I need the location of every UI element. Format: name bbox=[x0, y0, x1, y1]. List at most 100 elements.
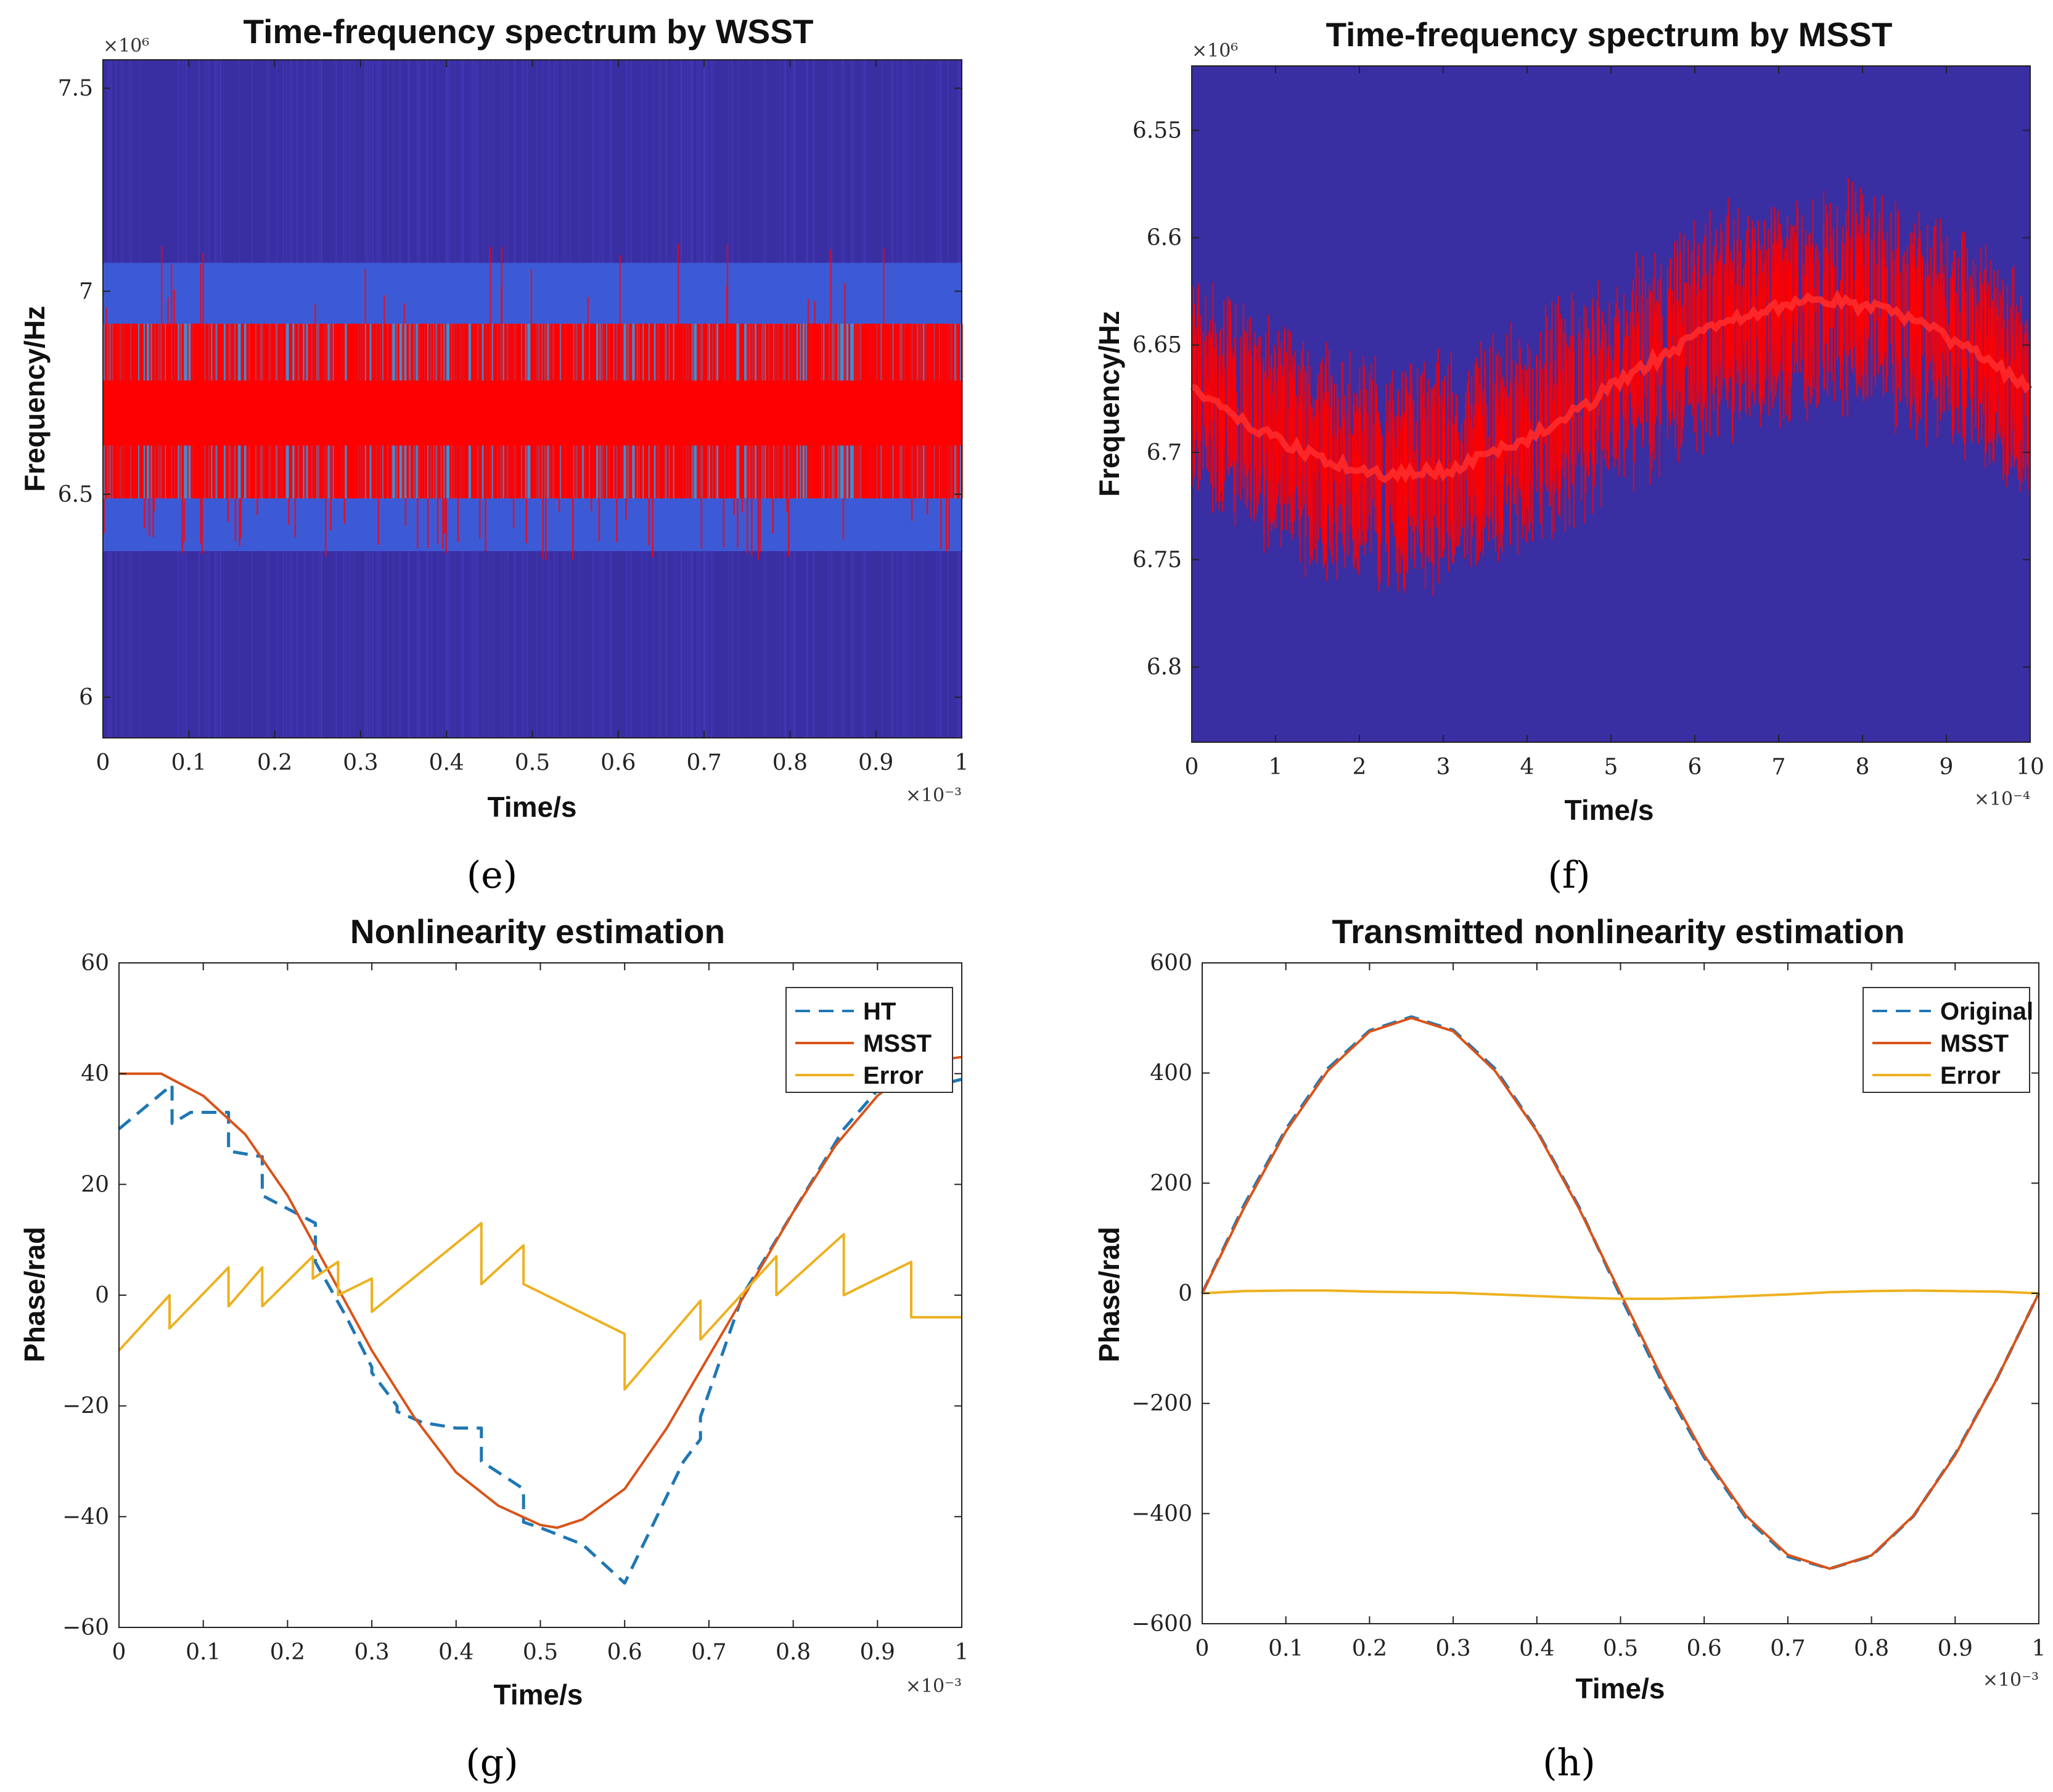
panel-e-hot-spike bbox=[200, 498, 202, 544]
panel-e-hot-spike-up bbox=[202, 253, 204, 324]
panel-g-series-ht bbox=[118, 1033, 962, 1585]
panel-f-xtick-label: 6 bbox=[1688, 755, 1702, 780]
panel-h-legend-label-msst: MSST bbox=[1940, 1030, 2009, 1057]
panel-e-hot-spike bbox=[404, 498, 407, 526]
panel-e-hot-spike bbox=[746, 498, 748, 553]
panel-g-xtick-label: 1 bbox=[955, 1640, 969, 1665]
panel-f-ytick-label: 6.8 bbox=[1147, 655, 1182, 680]
panel-e-xtick-label: 0.6 bbox=[600, 750, 636, 775]
panel-g-title: Nonlinearity estimation bbox=[350, 912, 725, 951]
panel-g-y-label: Phase/rad bbox=[18, 1227, 51, 1362]
panel-e-hot-spike bbox=[700, 498, 703, 549]
panel-f-ytick-label: 6.55 bbox=[1133, 118, 1182, 143]
panel-e-hot-spike bbox=[227, 498, 229, 522]
panel-f-plot-area bbox=[1190, 66, 2033, 742]
panel-g-ytick-label: 60 bbox=[81, 951, 109, 976]
panel-h-xtick-label: 0.6 bbox=[1687, 1636, 1722, 1661]
panel-f-ytick-label: 6.6 bbox=[1147, 226, 1182, 251]
panel-e-hot-spike bbox=[144, 498, 145, 529]
panel-e-hot-spike bbox=[478, 498, 481, 539]
panel-g-xtick-label: 0.2 bbox=[270, 1640, 305, 1665]
panel-e-ytick-label: 6 bbox=[79, 685, 93, 710]
panel-e-hot-spike bbox=[288, 498, 290, 525]
panel-e-hot-spike bbox=[343, 498, 346, 524]
panel-e-hot-spike bbox=[558, 498, 560, 512]
panel-h-series-msst bbox=[1201, 1017, 2040, 1570]
panel-e-hot-spike bbox=[148, 498, 150, 536]
panel-g-ytick-label: −60 bbox=[62, 1615, 109, 1640]
panel-h-xtick-label: 0.3 bbox=[1435, 1636, 1470, 1661]
panel-e-xtick-label: 1 bbox=[955, 750, 969, 775]
panel-e-y-multiplier: ×10⁶ bbox=[103, 35, 149, 57]
panel-e-hot-spike bbox=[723, 498, 725, 548]
panel-e-hot-spike bbox=[427, 498, 429, 548]
panel-h-xtick-label: 0.5 bbox=[1603, 1636, 1638, 1661]
panel-e-ytick-label: 6.5 bbox=[58, 482, 93, 507]
panel-e-hot-spike-up bbox=[587, 297, 589, 324]
panel-e-xtick-label: 0 bbox=[96, 750, 110, 775]
panel-f-xtick-label: 3 bbox=[1436, 755, 1451, 780]
panel-e-label: (e) bbox=[467, 854, 517, 897]
panel-e-hot-spike bbox=[737, 498, 739, 548]
panel-e-ytick-label: 7 bbox=[79, 279, 93, 304]
panel-e-hot-spike bbox=[256, 498, 258, 515]
panel-h-x-label: Time/s bbox=[1576, 1672, 1665, 1704]
panel-e-xtick-label: 0.7 bbox=[686, 750, 721, 775]
panel-f-xtick-label: 10 bbox=[2016, 755, 2044, 780]
panel-e-hot-spike bbox=[377, 498, 379, 545]
panel-e-hot-spike-up bbox=[808, 299, 809, 324]
panel-h-ytick-label: 400 bbox=[1150, 1061, 1192, 1086]
panel-g-xtick-label: 0.3 bbox=[354, 1640, 389, 1665]
panel-e-hot-spike bbox=[457, 498, 459, 542]
panel-f-label: (f) bbox=[1547, 854, 1590, 897]
panel-f-xtick-label: 2 bbox=[1353, 755, 1367, 780]
panel-e-hot-spike-up bbox=[490, 247, 491, 324]
panel-f-ytick-label: 6.75 bbox=[1133, 547, 1182, 573]
panel-e-hot-spike-up bbox=[530, 269, 533, 324]
panel-h-xtick-label: 0.9 bbox=[1938, 1636, 1973, 1661]
panel-h-ytick-label: 0 bbox=[1178, 1281, 1192, 1306]
panel-e-x-label: Time/s bbox=[488, 791, 577, 823]
panel-e-ytick-label: 7.5 bbox=[58, 76, 93, 101]
panel-e-hot-spike bbox=[759, 498, 761, 552]
panel-f-ytick-label: 6.65 bbox=[1133, 333, 1182, 358]
panel-e-hot-spike bbox=[240, 498, 242, 538]
panel-g-nonlinearity: Nonlinearity estimation 0 0.1 0.2 0.3 0.4 0.5… bbox=[18, 912, 969, 1785]
panel-e-hot-spike bbox=[183, 498, 185, 542]
panel-f-xtick-label: 9 bbox=[1940, 755, 1954, 780]
panel-g-ytick-label: 40 bbox=[81, 1062, 109, 1087]
panel-e-hot-spike bbox=[181, 498, 183, 553]
panel-f-x-label: Time/s bbox=[1565, 794, 1654, 826]
panel-h-xtick-label: 0.4 bbox=[1519, 1636, 1554, 1661]
panel-e-hot-spike-up bbox=[314, 304, 316, 324]
panel-h-legend-label-original: Original bbox=[1940, 998, 2033, 1025]
panel-e-plot-area bbox=[103, 60, 963, 738]
panel-e-hot-spike bbox=[751, 498, 753, 556]
panel-g-xtick-label: 0.1 bbox=[186, 1640, 221, 1665]
panel-e-hot-spike bbox=[525, 498, 528, 544]
panel-e-xtick-label: 0.2 bbox=[257, 750, 292, 775]
panel-e-hot-spike bbox=[926, 498, 928, 515]
panel-f-xtick-label: 4 bbox=[1520, 755, 1535, 780]
panel-h-xtick-label: 0.7 bbox=[1770, 1636, 1805, 1661]
panel-e-hot-spike-up bbox=[161, 246, 163, 324]
panel-f-ridge-line bbox=[1190, 289, 2033, 483]
panel-g-ytick-label: −40 bbox=[62, 1504, 109, 1529]
panel-f-xtick-label: 8 bbox=[1856, 755, 1870, 780]
panel-e-hot-spike bbox=[741, 498, 744, 513]
panel-f-xtick-label: 5 bbox=[1604, 755, 1618, 780]
panel-e-hot-spike bbox=[330, 498, 332, 531]
panel-e-hot-spike bbox=[625, 498, 627, 520]
panel-f-xtick-label: 0 bbox=[1185, 755, 1199, 780]
panel-g-x-multiplier: ×10⁻³ bbox=[906, 1675, 962, 1697]
panel-e-hot-spike bbox=[417, 498, 419, 549]
panel-e-hot-spike-up bbox=[105, 307, 107, 324]
panel-e-hot-spike bbox=[598, 498, 600, 541]
panel-h-xtick-label: 1 bbox=[2032, 1636, 2046, 1661]
panel-e-hot-spike bbox=[940, 498, 942, 549]
panel-e-hot-spike bbox=[572, 498, 574, 560]
panel-h-legend: Original MSST Error bbox=[1862, 987, 2033, 1093]
panel-g-legend-label-msst: MSST bbox=[863, 1030, 932, 1057]
panel-e-hot-spike-up bbox=[167, 297, 169, 324]
panel-e-hot-spike bbox=[842, 498, 845, 540]
